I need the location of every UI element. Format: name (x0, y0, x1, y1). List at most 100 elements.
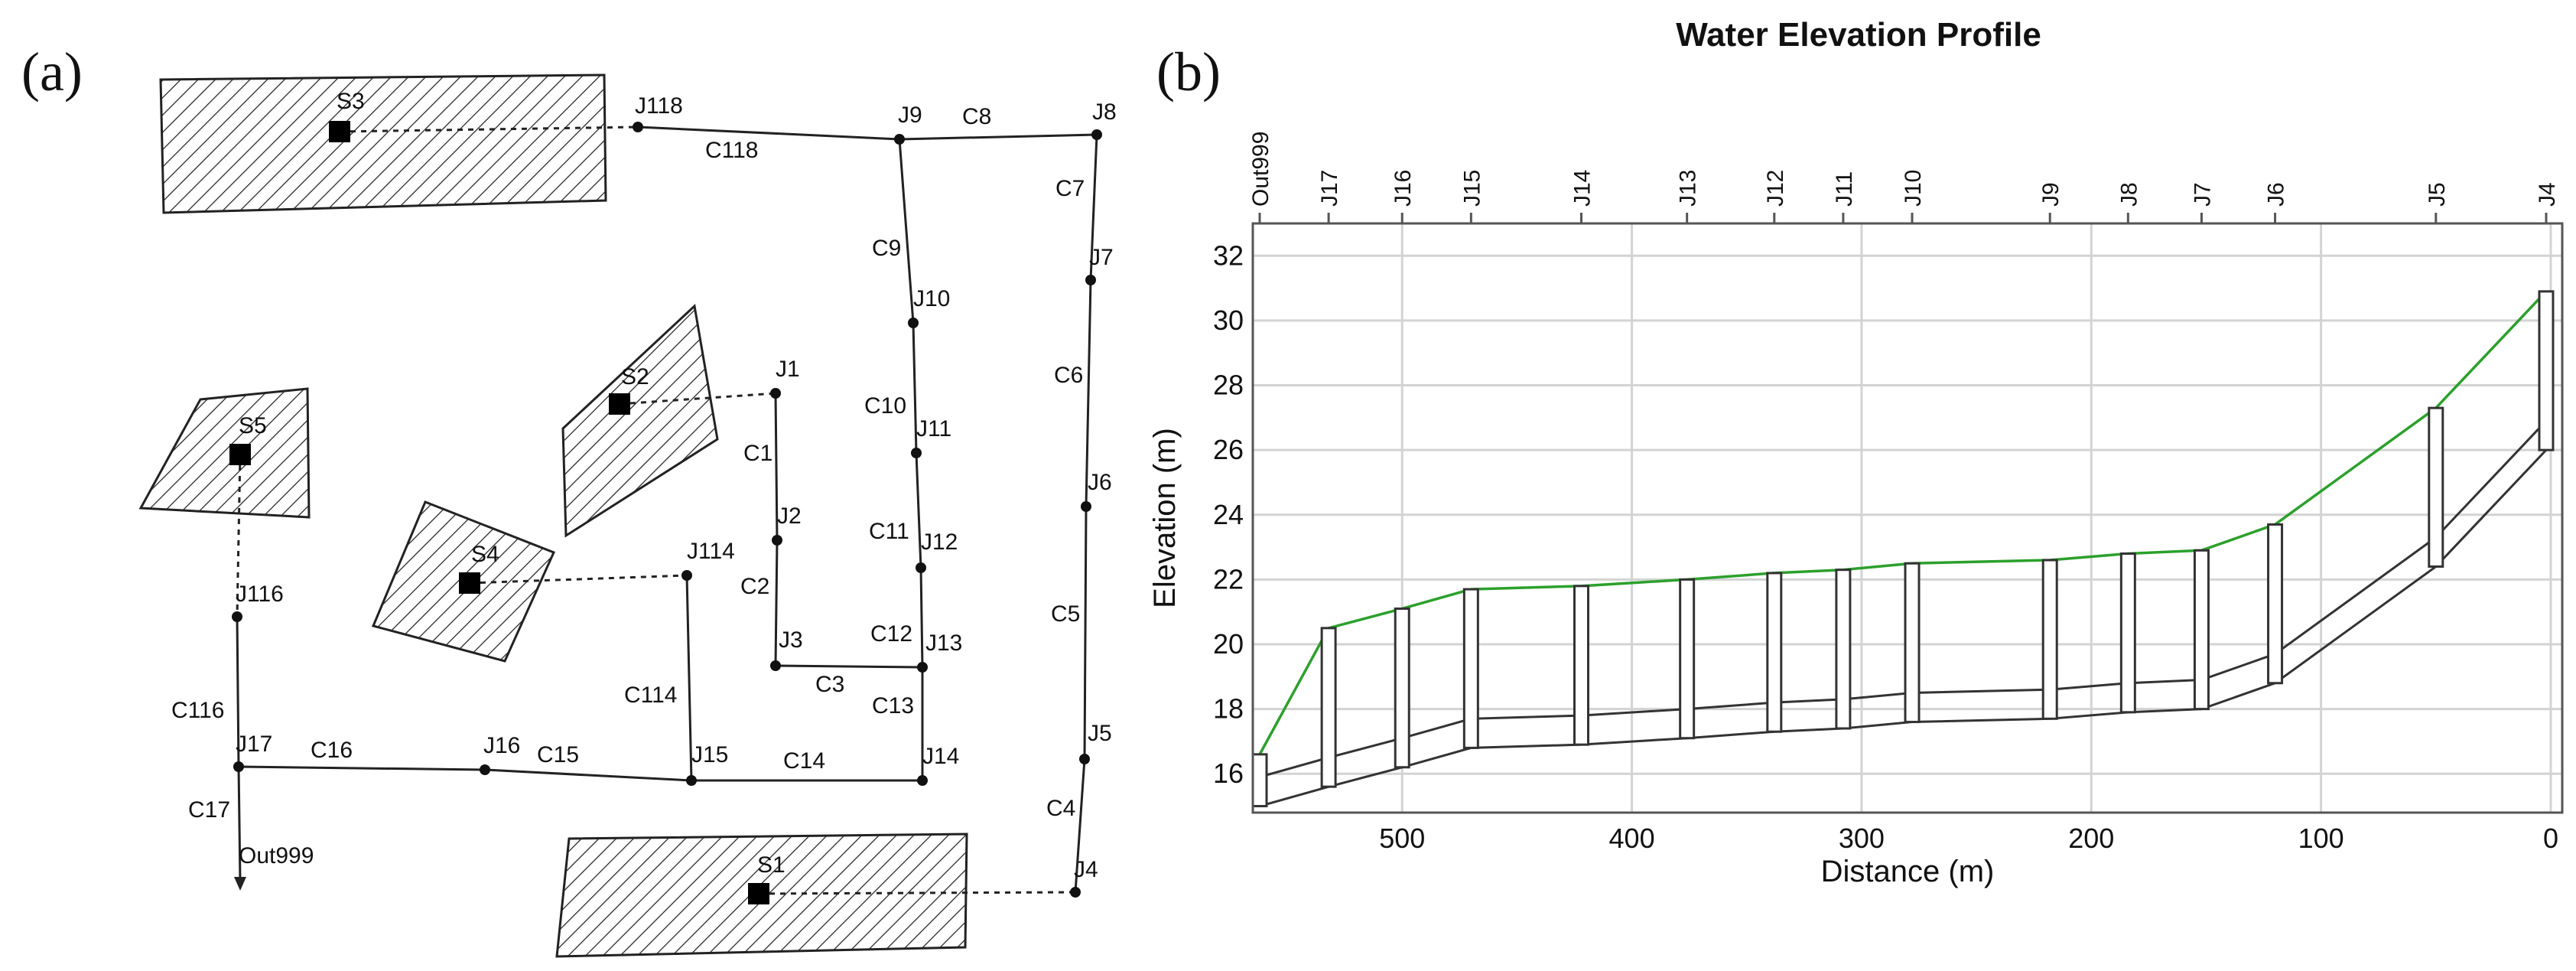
conduit-c17[interactable] (237, 766, 242, 882)
node-column[interactable] (1904, 562, 1921, 724)
node-column[interactable] (1573, 585, 1590, 746)
conduit-c3[interactable] (775, 664, 923, 669)
node-column[interactable] (1835, 569, 1852, 730)
junction-label-j12: J12 (921, 529, 958, 555)
junction-j114[interactable] (681, 570, 692, 581)
subcatchment-label-s5: S5 (239, 413, 267, 438)
conduit-c4[interactable] (1074, 758, 1086, 893)
x-tick-label: 100 (2298, 823, 2344, 854)
subcatchment-s2-node[interactable] (609, 393, 630, 415)
conduit-c12[interactable] (919, 567, 924, 668)
junction-j13[interactable] (917, 662, 928, 673)
junction-j4[interactable] (1070, 887, 1081, 898)
junction-j3[interactable] (770, 660, 781, 671)
junction-j9[interactable] (894, 134, 905, 145)
subcatchment-s3-area[interactable] (159, 73, 607, 214)
node-column[interactable] (1462, 588, 1479, 749)
conduit-c118[interactable] (637, 125, 900, 141)
node-columns (1251, 290, 2555, 808)
top-node-label: J17 (1317, 170, 1342, 207)
s4-connector (469, 574, 688, 585)
conduit-label-c6: C6 (1054, 363, 1083, 388)
conduit-label-c4: C4 (1046, 796, 1075, 821)
subcatchment-s1-node[interactable] (748, 883, 769, 904)
conduit-c2[interactable] (774, 539, 779, 666)
junction-j6[interactable] (1081, 501, 1091, 512)
junction-j17[interactable] (233, 761, 244, 772)
node-column[interactable] (1251, 753, 1268, 808)
junction-label-j8: J8 (1092, 99, 1117, 125)
y-tick-label: 18 (1213, 693, 1244, 725)
conduit-c11[interactable] (915, 452, 922, 569)
junction-j5[interactable] (1079, 754, 1090, 764)
junction-j1[interactable] (770, 388, 781, 399)
conduit-c114[interactable] (685, 575, 693, 781)
subcatchment-label-s2: S2 (621, 364, 649, 389)
junction-j10[interactable] (908, 318, 919, 328)
top-node-label: J7 (2190, 182, 2215, 207)
node-column[interactable] (2267, 523, 2284, 685)
subcatchment-label-s3: S3 (337, 89, 365, 114)
conduit-c8[interactable] (899, 133, 1098, 141)
junction-label-j14: J14 (922, 744, 959, 769)
junction-label-j10: J10 (913, 286, 950, 311)
top-node-label: J6 (2264, 182, 2289, 207)
conduit-label-c14: C14 (783, 748, 825, 774)
conduit-label-c13: C13 (872, 693, 914, 718)
subcatchment-s4-node[interactable] (459, 572, 480, 594)
x-tick-label: 300 (1839, 823, 1885, 854)
junction-j14[interactable] (917, 775, 928, 786)
plot-area (1251, 222, 2564, 814)
top-node-labels: Out999 J17 J16 J15 J14 J13 J12 J11 J10 J9 J8 J7 J6 J5… (1248, 132, 2560, 223)
junction-j8[interactable] (1091, 129, 1102, 140)
conduit-c6[interactable] (1085, 279, 1092, 507)
node-column[interactable] (2119, 552, 2136, 714)
y-tick-label: 20 (1213, 628, 1244, 660)
node-column[interactable] (1394, 607, 1410, 769)
conduit-c16[interactable] (238, 765, 486, 771)
junction-label-j6: J6 (1088, 470, 1112, 495)
node-column[interactable] (1766, 572, 1783, 733)
subcatchment-label-s4: S4 (471, 542, 499, 567)
conduit-label-c12: C12 (870, 621, 912, 647)
subcatchment-s5-area[interactable] (138, 387, 311, 519)
conduit-label-c7: C7 (1055, 176, 1085, 201)
node-column[interactable] (2538, 290, 2555, 451)
y-tick-label: 26 (1213, 434, 1244, 465)
conduit-c10[interactable] (912, 322, 918, 454)
conduit-label-c118: C118 (705, 138, 759, 163)
conduit-label-c5: C5 (1051, 601, 1080, 627)
junction-j12[interactable] (916, 562, 926, 573)
junction-j118[interactable] (633, 122, 643, 132)
y-tick-label: 22 (1213, 563, 1244, 595)
top-node-label: J11 (1832, 171, 1857, 207)
subcatchment-s3-node[interactable] (329, 121, 350, 142)
outfall-arrow-icon (234, 877, 246, 891)
conduit-c1[interactable] (774, 393, 779, 541)
node-column[interactable] (2041, 559, 2058, 720)
conduit-label-c8: C8 (962, 104, 991, 129)
conduit-c9[interactable] (898, 138, 915, 324)
node-column[interactable] (1679, 578, 1696, 740)
conduit-c15[interactable] (484, 768, 692, 782)
top-node-label: J14 (1570, 170, 1595, 207)
top-node-label: J9 (2038, 182, 2064, 207)
junction-j7[interactable] (1085, 275, 1096, 285)
junction-label-j11: J11 (916, 416, 951, 442)
node-column[interactable] (1320, 627, 1337, 788)
junction-label-j17: J17 (236, 732, 272, 757)
junction-j11[interactable] (911, 448, 922, 458)
junction-j15[interactable] (686, 775, 697, 786)
subcatchment-s2-area[interactable] (561, 304, 719, 538)
conduit-c5[interactable] (1083, 506, 1088, 760)
junction-label-j114: J114 (687, 539, 735, 564)
node-column[interactable] (2428, 406, 2444, 568)
conduit-c7[interactable] (1089, 134, 1098, 281)
node-column[interactable] (2193, 549, 2210, 711)
network-map: (a) (21, 41, 1117, 958)
conduit-c116[interactable] (236, 616, 240, 767)
junction-j2[interactable] (772, 535, 782, 546)
subcatchment-s5-node[interactable] (229, 444, 251, 465)
junction-j16[interactable] (480, 764, 490, 775)
junction-j116[interactable] (232, 611, 242, 622)
